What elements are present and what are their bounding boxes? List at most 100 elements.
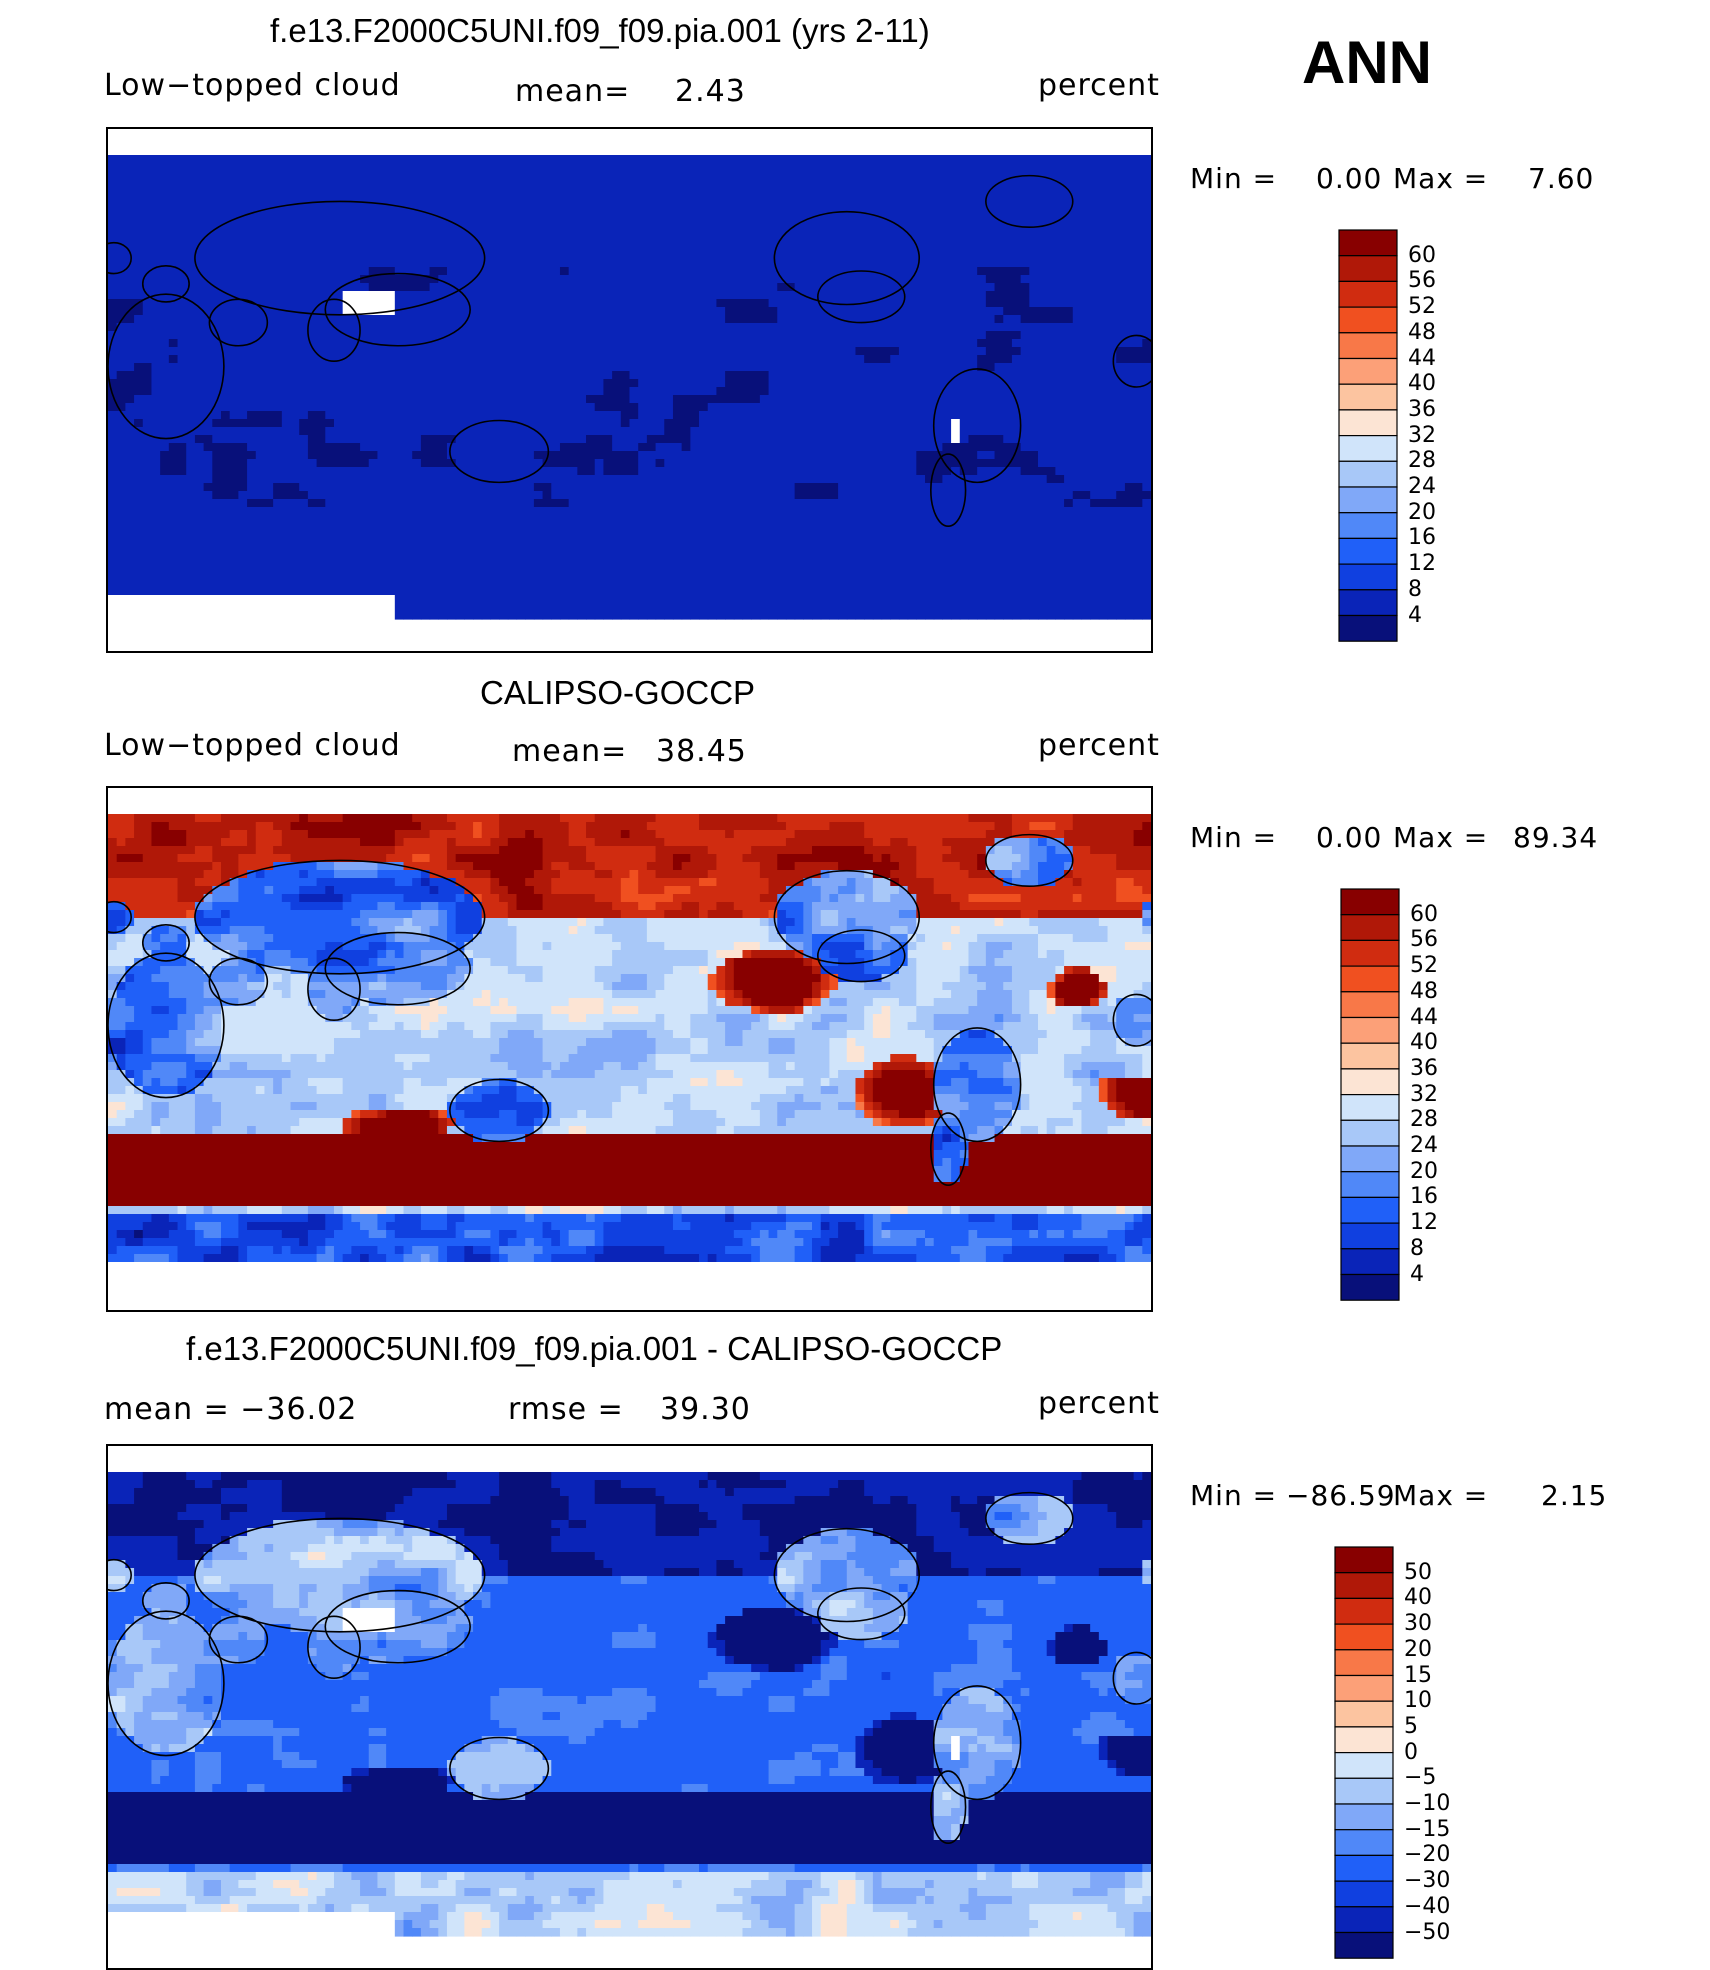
heatmap-cell: [212, 155, 221, 164]
heatmap-cell: [212, 195, 221, 204]
heatmap-cell: [169, 355, 178, 364]
heatmap-cell: [586, 243, 595, 252]
heatmap-cell: [656, 379, 665, 388]
heatmap-cell: [925, 267, 934, 276]
heatmap-cell: [769, 211, 778, 220]
heatmap-cell: [725, 163, 734, 172]
heatmap-cell: [195, 219, 204, 228]
heatmap-cell: [925, 403, 934, 412]
heatmap-cell: [247, 411, 256, 420]
heatmap-cell: [273, 227, 282, 236]
heatmap-cell: [690, 419, 699, 428]
heatmap-cell: [212, 371, 221, 380]
heatmap-cell: [890, 443, 899, 452]
heatmap-cell: [1142, 203, 1151, 212]
heatmap-cell: [430, 347, 439, 356]
heatmap-cell: [890, 395, 899, 404]
heatmap-cell: [534, 291, 543, 300]
heatmap-cell: [1003, 187, 1012, 196]
heatmap-cell: [560, 315, 569, 324]
heatmap-cell: [777, 475, 786, 484]
heatmap-cell: [682, 259, 691, 268]
heatmap-cell: [951, 267, 960, 276]
heatmap-cell: [299, 187, 308, 196]
heatmap-cell: [751, 379, 760, 388]
heatmap-cell: [708, 459, 717, 468]
heatmap-cell: [404, 187, 413, 196]
heatmap-cell: [1021, 467, 1030, 476]
heatmap-cell: [1047, 251, 1056, 260]
heatmap-cell: [160, 227, 169, 236]
heatmap-cell: [525, 395, 534, 404]
heatmap-cell: [1134, 443, 1143, 452]
heatmap-cell: [751, 235, 760, 244]
heatmap-cell: [968, 155, 977, 164]
heatmap-cell: [1055, 355, 1064, 364]
heatmap-cell: [708, 235, 717, 244]
heatmap-cell: [916, 387, 925, 396]
heatmap-cell: [708, 259, 717, 268]
heatmap-cell: [473, 339, 482, 348]
heatmap-cell: [499, 347, 508, 356]
heatmap-cell: [925, 203, 934, 212]
heatmap-cell: [960, 379, 969, 388]
heatmap-cell: [742, 387, 751, 396]
heatmap-cell: [1116, 283, 1125, 292]
heatmap-cell: [551, 323, 560, 332]
heatmap-cell: [882, 171, 891, 180]
heatmap-cell: [577, 347, 586, 356]
heatmap-cell: [838, 451, 847, 460]
heatmap-cell: [847, 283, 856, 292]
heatmap-cell: [256, 387, 265, 396]
heatmap-cell: [178, 195, 187, 204]
heatmap-cell: [386, 395, 395, 404]
heatmap-cell: [882, 299, 891, 308]
heatmap-cell: [882, 251, 891, 260]
heatmap-cell: [360, 187, 369, 196]
heatmap-cell: [569, 195, 578, 204]
heatmap-cell: [256, 227, 265, 236]
heatmap-cell: [1125, 403, 1134, 412]
heatmap-cell: [908, 307, 917, 316]
heatmap-cell: [343, 179, 352, 188]
heatmap-cell: [404, 427, 413, 436]
heatmap-cell: [212, 211, 221, 220]
heatmap-cell: [1081, 347, 1090, 356]
heatmap-cell: [577, 275, 586, 284]
heatmap-cell: [108, 227, 117, 236]
heatmap-cell: [1099, 203, 1108, 212]
heatmap-cell: [186, 171, 195, 180]
heatmap-cell: [134, 323, 143, 332]
heatmap-cell: [1108, 395, 1117, 404]
heatmap-cell: [499, 427, 508, 436]
heatmap-cell: [916, 347, 925, 356]
heatmap-cell: [325, 419, 334, 428]
heatmap-cell: [291, 179, 300, 188]
heatmap-cell: [603, 363, 612, 372]
heatmap-cell: [638, 195, 647, 204]
heatmap-cell: [421, 371, 430, 380]
heatmap-cell: [334, 291, 343, 300]
heatmap-cell: [586, 299, 595, 308]
heatmap-cell: [317, 235, 326, 244]
heatmap-cell: [282, 187, 291, 196]
heatmap-cell: [525, 163, 534, 172]
heatmap-cell: [569, 419, 578, 428]
heatmap-cell: [630, 427, 639, 436]
heatmap-cell: [499, 443, 508, 452]
heatmap-cell: [934, 427, 943, 436]
heatmap-cell: [777, 339, 786, 348]
heatmap-cell: [325, 155, 334, 164]
heatmap-cell: [638, 187, 647, 196]
heatmap-cell: [1055, 163, 1064, 172]
heatmap-cell: [212, 379, 221, 388]
heatmap-cell: [421, 459, 430, 468]
heatmap-cell: [1012, 347, 1021, 356]
heatmap-cell: [351, 363, 360, 372]
heatmap-cell: [1047, 291, 1056, 300]
heatmap-cell: [838, 275, 847, 284]
heatmap-cell: [282, 339, 291, 348]
heatmap-cell: [334, 403, 343, 412]
heatmap-cell: [204, 171, 213, 180]
heatmap-cell: [977, 171, 986, 180]
